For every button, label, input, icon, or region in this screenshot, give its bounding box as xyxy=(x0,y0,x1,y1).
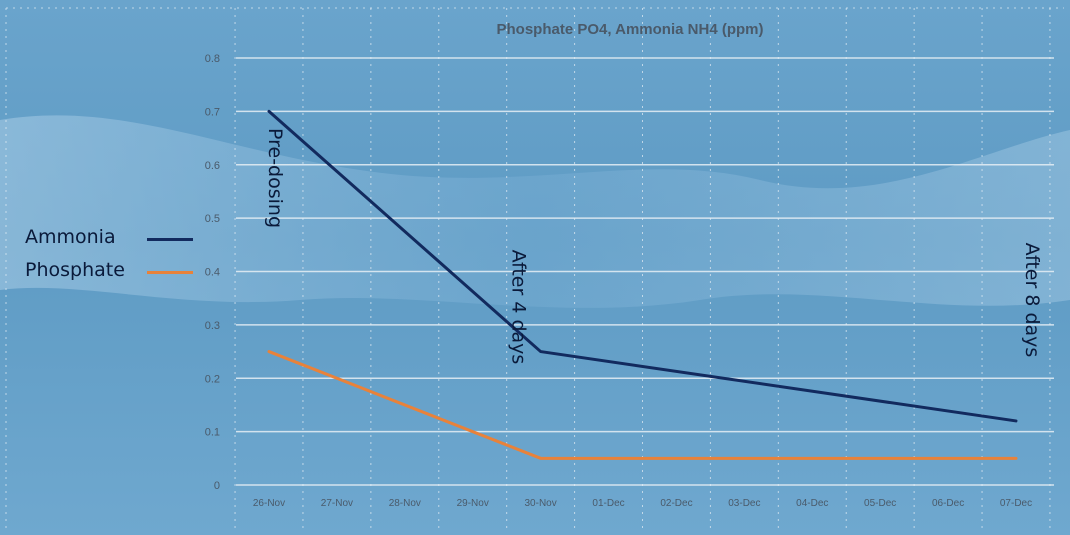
x-tick-label: 07-Dec xyxy=(1000,498,1032,509)
y-tick-label: 0.3 xyxy=(205,320,220,332)
axes: 0 0.1 0.2 0.3 0.4 0.5 0.6 0.7 0.8 26-Nov 27-Nov 28-… xyxy=(205,53,1032,509)
annotation-label: Pre-dosing xyxy=(264,128,286,228)
annotation-label: After 8 days xyxy=(1021,243,1043,358)
x-tick-label: 03-Dec xyxy=(728,498,760,509)
y-tick-label: 0.8 xyxy=(205,53,220,65)
legend-label: Phosphate xyxy=(25,258,125,281)
y-tick-label: 0.6 xyxy=(205,160,220,172)
chart-title: Phosphate PO4, Ammonia NH4 (ppm) xyxy=(497,21,764,38)
x-tick-label: 28-Nov xyxy=(389,498,421,509)
y-tick-label: 0.7 xyxy=(205,106,220,118)
x-tick-label: 30-Nov xyxy=(525,498,557,509)
x-tick-label: 26-Nov xyxy=(253,498,285,509)
y-tick-label: 0.2 xyxy=(205,373,220,385)
x-tick-label: 02-Dec xyxy=(660,498,692,509)
x-tick-label: 04-Dec xyxy=(796,498,828,509)
x-tick-label: 29-Nov xyxy=(457,498,489,509)
chart-legend: Ammonia Phosphate xyxy=(25,220,193,286)
x-tick-label: 27-Nov xyxy=(321,498,353,509)
legend-swatch-phosphate xyxy=(147,271,193,274)
legend-item-ammonia: Ammonia xyxy=(25,220,193,253)
series-lines xyxy=(267,109,1018,460)
y-tick-label: 0 xyxy=(214,480,220,492)
x-tick-label: 01-Dec xyxy=(592,498,624,509)
legend-swatch-ammonia xyxy=(147,238,193,241)
legend-label: Ammonia xyxy=(25,225,116,248)
legend-item-phosphate: Phosphate xyxy=(25,253,193,286)
gridlines xyxy=(5,7,1064,530)
annotation-label: After 4 days xyxy=(508,250,530,365)
y-tick-label: 0.1 xyxy=(205,427,220,439)
series-line-phosphate xyxy=(267,350,1018,460)
y-tick-label: 0.4 xyxy=(205,267,220,279)
annotations: Pre-dosing After 4 days After 8 days xyxy=(264,128,1043,364)
y-tick-label: 0.5 xyxy=(205,213,220,225)
x-tick-label: 06-Dec xyxy=(932,498,964,509)
water-wave-decoration xyxy=(0,115,1070,308)
series-line-ammonia xyxy=(267,109,1018,423)
x-tick-label: 05-Dec xyxy=(864,498,896,509)
